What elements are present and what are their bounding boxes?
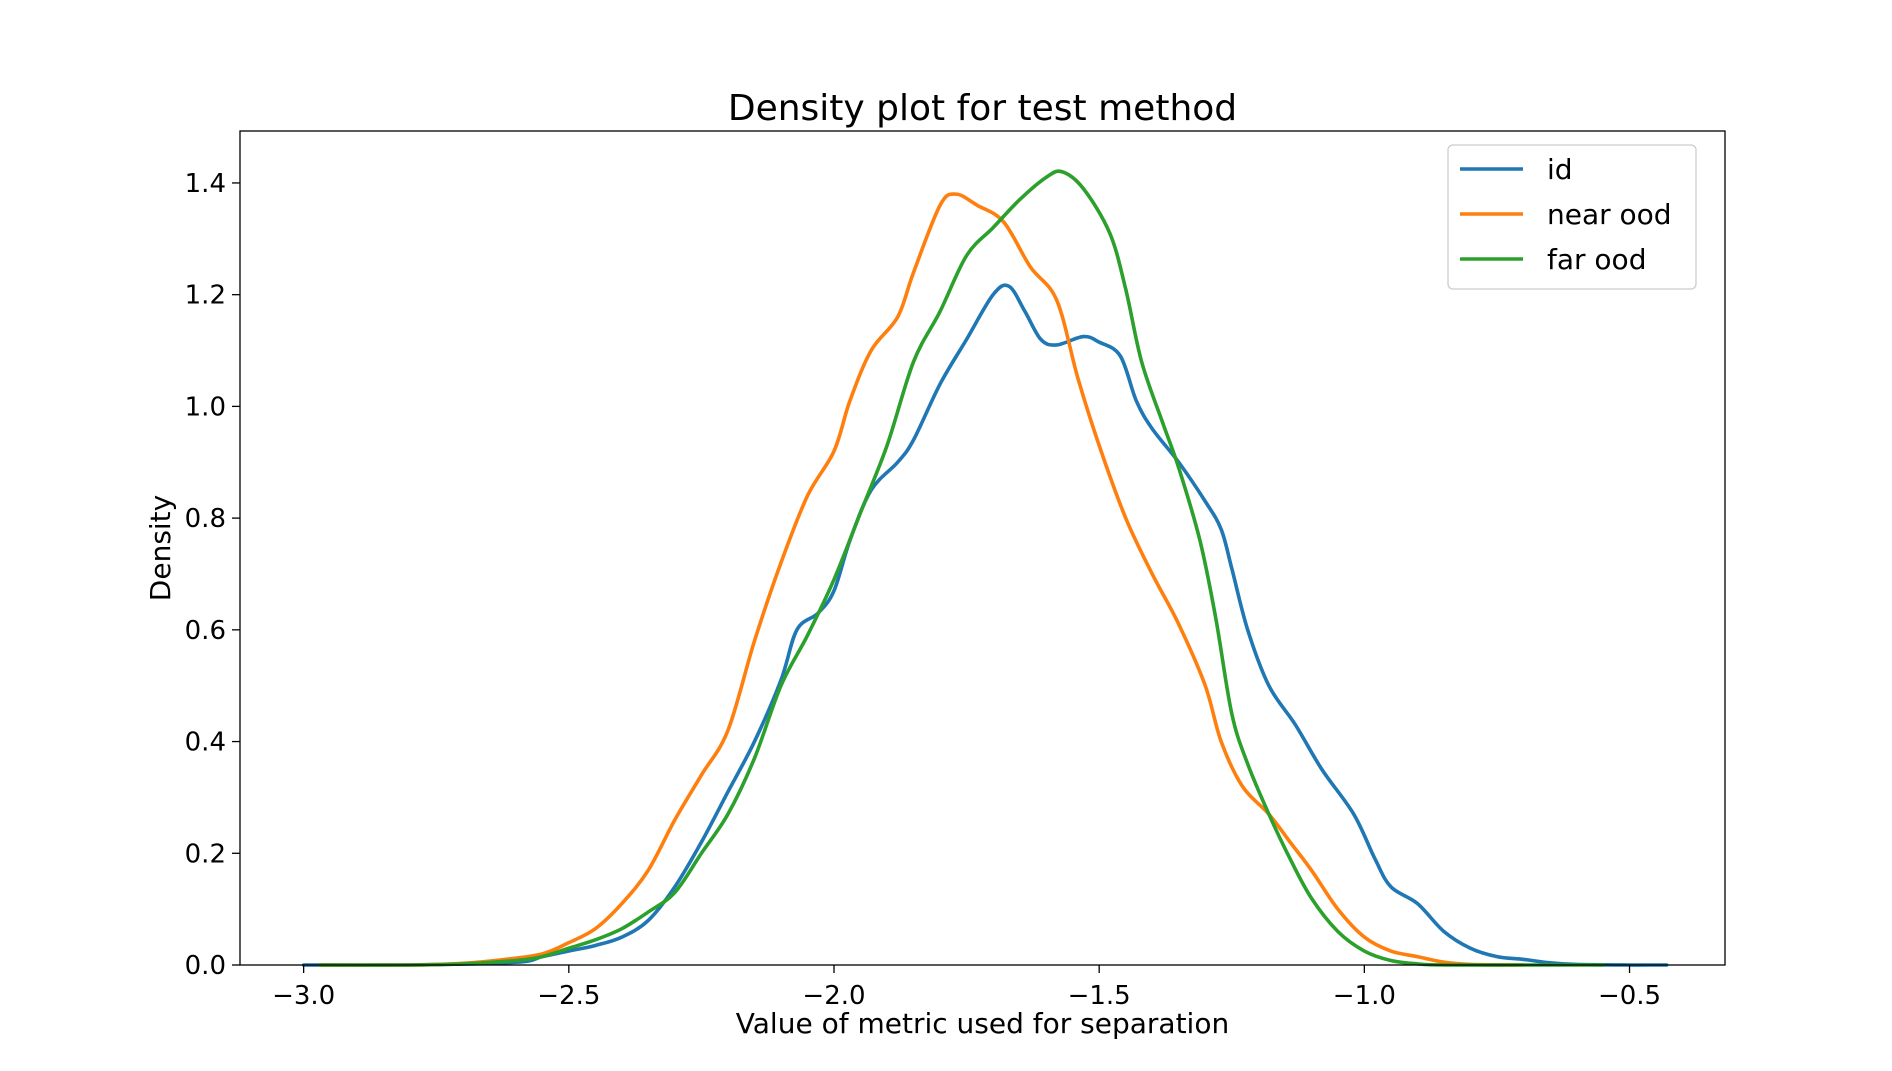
series-line-near-ood (317, 192, 1526, 967)
x-tick-label: −1.0 (1333, 981, 1396, 1011)
x-tick-label: −1.5 (1068, 981, 1131, 1011)
y-tick-label: 0.0 (185, 951, 226, 981)
series-line-far-ood (317, 169, 1605, 967)
plot-frame (239, 130, 1726, 966)
legend: id near ood far ood (1447, 144, 1697, 290)
legend-label: id (1547, 153, 1573, 186)
x-tick-label: −2.5 (537, 981, 600, 1011)
y-tick-label: 0.6 (185, 616, 226, 646)
y-axis-label: Density (144, 495, 177, 601)
x-tick-label: −3.0 (272, 981, 335, 1011)
y-axis: 0.0 0.2 0.4 0.6 0.8 1.0 1.2 1.4 (185, 169, 240, 981)
x-axis: −3.0 −2.5 −2.0 −1.5 −1.0 −0.5 (272, 965, 1661, 1011)
legend-label: far ood (1547, 243, 1646, 276)
y-tick-label: 1.0 (185, 392, 226, 422)
x-axis-label: Value of metric used for separation (736, 1007, 1229, 1040)
y-tick-label: 0.4 (185, 728, 226, 758)
chart-title: Density plot for test method (728, 88, 1237, 129)
series-layer (301, 169, 1669, 968)
y-tick-label: 1.4 (185, 169, 226, 199)
x-tick-label: −0.5 (1598, 981, 1661, 1011)
legend-box (1447, 144, 1697, 290)
y-tick-label: 0.8 (185, 504, 226, 534)
legend-label: near ood (1547, 198, 1672, 231)
y-tick-label: 1.2 (185, 281, 226, 311)
y-tick-label: 0.2 (185, 839, 226, 869)
series-line-id (301, 283, 1669, 968)
x-tick-label: −2.0 (802, 981, 865, 1011)
